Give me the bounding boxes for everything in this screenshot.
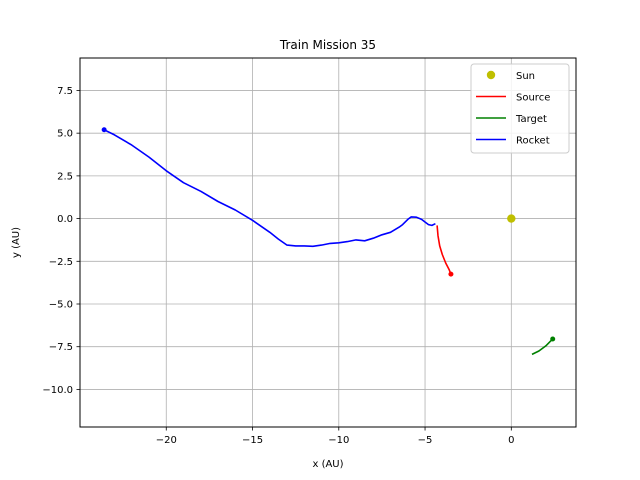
- y-tick-label: −7.5: [49, 342, 73, 353]
- legend-sun-marker: [486, 70, 496, 80]
- chart-title: Train Mission 35: [279, 38, 376, 52]
- x-tick-label: 0: [508, 435, 514, 446]
- rocket-start-point: [101, 127, 107, 133]
- y-tick-label: 2.5: [57, 171, 73, 182]
- y-tick-label: −5.0: [49, 300, 73, 311]
- source-path: [436, 225, 452, 275]
- target-end-point: [550, 336, 556, 342]
- y-tick-label: −10.0: [42, 385, 73, 396]
- source-end-point: [448, 271, 454, 277]
- x-tick-label: −20: [156, 435, 177, 446]
- plot-series: [101, 127, 556, 356]
- y-tick-label: −2.5: [49, 257, 73, 268]
- x-axis-label: x (AU): [312, 459, 343, 470]
- y-tick-label: 5.0: [57, 129, 73, 140]
- legend: Sun Source Target Rocket: [470, 63, 570, 154]
- legend-box: [470, 63, 570, 154]
- sun-marker: [507, 214, 516, 223]
- rocket-path: [103, 129, 436, 248]
- legend-target-label: Target: [515, 114, 547, 125]
- axis-ticks: −20 −15 −10 −5 0 7.5 5.0 2.5 0.0 −2.5 −5.0 −7.5 −10.…: [42, 86, 514, 446]
- legend-sun-label: Sun: [516, 71, 535, 82]
- x-tick-label: −10: [328, 435, 349, 446]
- legend-rocket-label: Rocket: [516, 136, 550, 147]
- y-tick-label: 0.0: [57, 214, 73, 225]
- y-tick-label: 7.5: [57, 86, 73, 97]
- plot-frame: [79, 57, 577, 428]
- legend-source-label: Source: [516, 93, 550, 104]
- x-tick-label: −5: [418, 435, 433, 446]
- y-axis-label: y (AU): [11, 227, 22, 258]
- x-tick-label: −15: [242, 435, 263, 446]
